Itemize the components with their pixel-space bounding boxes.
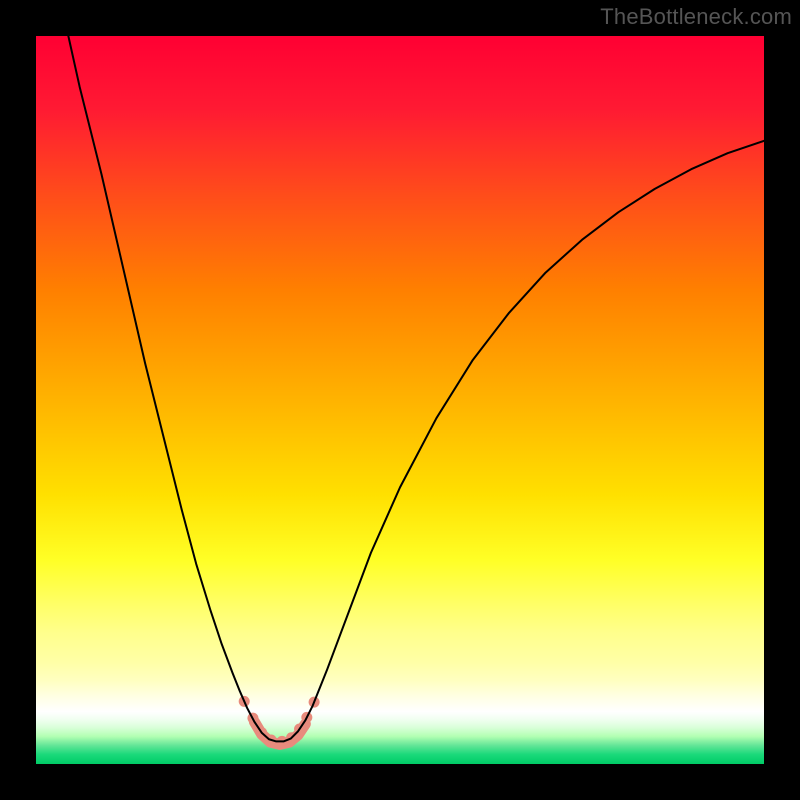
stage: TheBottleneck.com <box>0 0 800 800</box>
valley-dot <box>277 736 288 747</box>
plot-area <box>36 36 764 764</box>
valley-dot <box>247 713 258 724</box>
frame-bottom <box>0 764 800 800</box>
valley-dot <box>266 734 277 745</box>
valley-dot <box>294 724 305 735</box>
valley-dot <box>301 712 312 723</box>
valley-dot <box>239 696 250 707</box>
bottleneck-curve <box>65 36 764 741</box>
frame-left <box>0 0 36 800</box>
valley-u-stroke <box>254 722 305 745</box>
valley-dot <box>256 727 267 738</box>
bottleneck-chart <box>36 36 764 764</box>
valley-dot <box>309 697 320 708</box>
gradient-background <box>36 36 764 764</box>
watermark-text: TheBottleneck.com <box>600 4 792 30</box>
frame-right <box>764 0 800 800</box>
valley-dot <box>286 732 297 743</box>
valley-dots-group <box>239 696 320 747</box>
